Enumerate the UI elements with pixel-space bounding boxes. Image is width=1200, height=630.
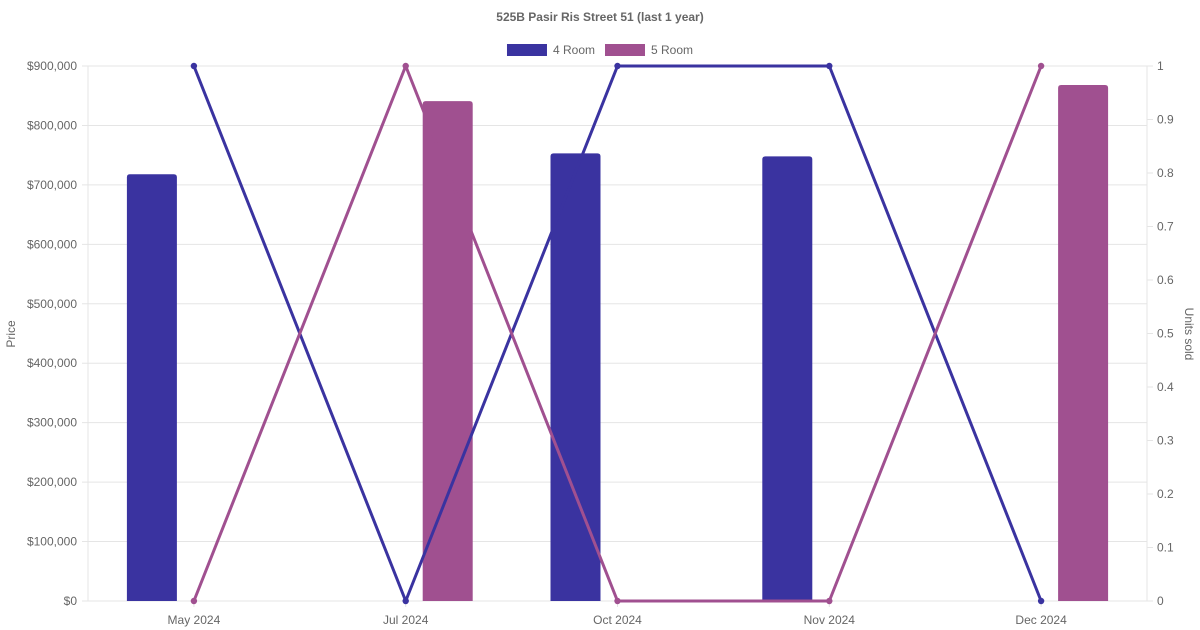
bar-series [126, 85, 1109, 602]
x-tick-label: May 2024 [168, 613, 221, 627]
left-axis-title: Price [4, 320, 18, 348]
legend: 4 Room 5 Room [506, 43, 693, 57]
right-tick-label: 0.7 [1157, 220, 1174, 234]
bar-4-room [126, 174, 177, 601]
bar-5-room [1058, 85, 1109, 602]
point-4-room [614, 62, 621, 70]
point-4-room [190, 62, 198, 70]
left-tick-label: $900,000 [27, 59, 77, 73]
x-tick-label: Jul 2024 [383, 613, 429, 627]
line-series [190, 62, 1045, 605]
right-tick-label: 0 [1157, 594, 1164, 608]
right-tick-label: 0.8 [1157, 166, 1174, 180]
left-y-axis: $0 $100,000 $200,000 $300,000 $400,000 $500,0… [27, 59, 77, 608]
line-4-room [192, 64, 1043, 603]
left-tick-label: $100,000 [27, 535, 77, 549]
right-y-axis: 0 0.1 0.2 0.3 0.4 0.5 0.6 0.7 0.8 0.9 1 [1157, 59, 1174, 608]
right-axis-title: Units sold [1182, 308, 1196, 361]
left-tick-label: $200,000 [27, 475, 77, 489]
point-4-room [402, 597, 409, 605]
x-tick-label: Nov 2024 [804, 613, 856, 627]
point-5-room [826, 597, 833, 605]
chart-title: 525B Pasir Ris Street 51 (last 1 year) [496, 10, 703, 24]
legend-label-5-room: 5 Room [651, 43, 693, 57]
right-tick-label: 0.4 [1157, 380, 1174, 394]
point-4-room [1037, 597, 1045, 605]
x-axis: May 2024 Jul 2024 Oct 2024 Nov 2024 Dec 2024 [168, 613, 1068, 627]
right-tick-label: 0.6 [1157, 273, 1174, 287]
gridlines [82, 65, 1153, 607]
legend-label-4-room: 4 Room [553, 43, 595, 57]
left-tick-label: $600,000 [27, 237, 77, 251]
line-5-room [192, 64, 1043, 603]
right-tick-label: 0.1 [1157, 541, 1174, 555]
left-tick-label: $0 [64, 594, 78, 608]
bar-4-room [762, 156, 813, 601]
x-tick-label: Oct 2024 [593, 613, 642, 627]
left-tick-label: $400,000 [27, 356, 77, 370]
bar-5-room [422, 101, 473, 602]
right-tick-label: 0.9 [1157, 113, 1174, 127]
left-tick-label: $800,000 [27, 118, 77, 132]
point-5-room [190, 597, 198, 605]
right-tick-label: 0.3 [1157, 434, 1174, 448]
right-tick-label: 0.2 [1157, 487, 1174, 501]
left-tick-label: $700,000 [27, 178, 77, 192]
bar-4-room [550, 153, 601, 601]
x-tick-label: Dec 2024 [1015, 613, 1067, 627]
point-5-room [402, 62, 409, 70]
right-tick-label: 0.5 [1157, 327, 1174, 341]
left-tick-label: $300,000 [27, 416, 77, 430]
point-5-room [1037, 62, 1045, 70]
point-5-room [614, 597, 621, 605]
left-tick-label: $500,000 [27, 297, 77, 311]
point-4-room [826, 62, 833, 70]
legend-swatch-5-room [605, 44, 645, 56]
legend-swatch-4-room [506, 44, 547, 56]
right-tick-label: 1 [1157, 59, 1164, 73]
